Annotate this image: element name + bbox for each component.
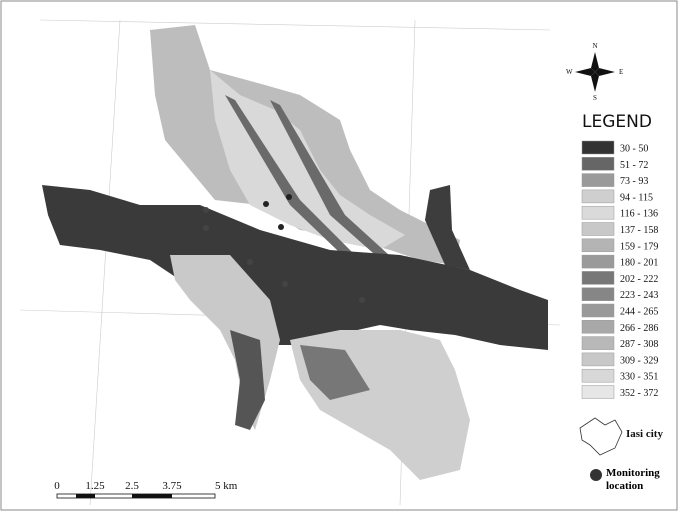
legend-label: 30 - 50 bbox=[620, 144, 648, 155]
legend-label: 287 - 308 bbox=[620, 339, 658, 350]
scale-label: 3.75 bbox=[162, 480, 182, 492]
legend-swatch bbox=[582, 337, 614, 350]
scale-label: 5 km bbox=[215, 480, 238, 492]
monitoring-label: Monitoring location bbox=[606, 467, 676, 493]
legend-label: 137 - 158 bbox=[620, 225, 658, 236]
monitoring-label-box: Monitoring location bbox=[606, 467, 676, 501]
legend-swatch bbox=[582, 320, 614, 333]
legend-label: 116 - 136 bbox=[620, 209, 658, 220]
legend-swatch bbox=[582, 304, 614, 317]
legend-label: 309 - 329 bbox=[620, 355, 658, 366]
legend-label: 202 - 222 bbox=[620, 274, 658, 285]
legend-swatch bbox=[582, 386, 614, 399]
compass-s: S bbox=[593, 94, 597, 102]
scale-label: 0 bbox=[54, 480, 60, 492]
legend-swatch bbox=[582, 190, 614, 203]
legend-swatch bbox=[582, 174, 614, 187]
legend-swatch bbox=[582, 369, 614, 382]
legend-title: LEGEND bbox=[582, 112, 652, 132]
legend-label: 223 - 243 bbox=[620, 290, 658, 301]
legend-swatch bbox=[582, 223, 614, 236]
legend-label: 51 - 72 bbox=[620, 160, 648, 171]
compass-n: N bbox=[592, 42, 597, 50]
legend-label: 94 - 115 bbox=[620, 192, 653, 203]
legend-label: 330 - 351 bbox=[620, 372, 658, 383]
legend-label: 73 - 93 bbox=[620, 176, 648, 187]
legend-swatch bbox=[582, 288, 614, 301]
legend-swatch bbox=[582, 206, 614, 219]
scale-label: 1.25 bbox=[85, 480, 105, 492]
legend-swatch bbox=[582, 255, 614, 268]
legend-label: 159 - 179 bbox=[620, 241, 658, 252]
legend-label: 244 - 265 bbox=[620, 307, 658, 318]
city-label: Iasi city bbox=[626, 428, 663, 440]
monitoring-icon bbox=[590, 469, 602, 481]
scale-label: 2.5 bbox=[125, 480, 139, 492]
compass-w: W bbox=[566, 68, 573, 76]
legend-swatch bbox=[582, 157, 614, 170]
compass-e: E bbox=[619, 68, 623, 76]
legend-label: 180 - 201 bbox=[620, 258, 658, 269]
legend-label: 352 - 372 bbox=[620, 388, 658, 399]
legend-swatch bbox=[582, 271, 614, 284]
legend-swatch bbox=[582, 141, 614, 154]
legend-swatch bbox=[582, 239, 614, 252]
legend-label: 266 - 286 bbox=[620, 323, 658, 334]
legend-swatch bbox=[582, 353, 614, 366]
scale-bar bbox=[57, 494, 215, 498]
map-figure: N E S W LEGEND 30 - 50 51 - 72 73 - 93 94 -… bbox=[0, 0, 678, 511]
